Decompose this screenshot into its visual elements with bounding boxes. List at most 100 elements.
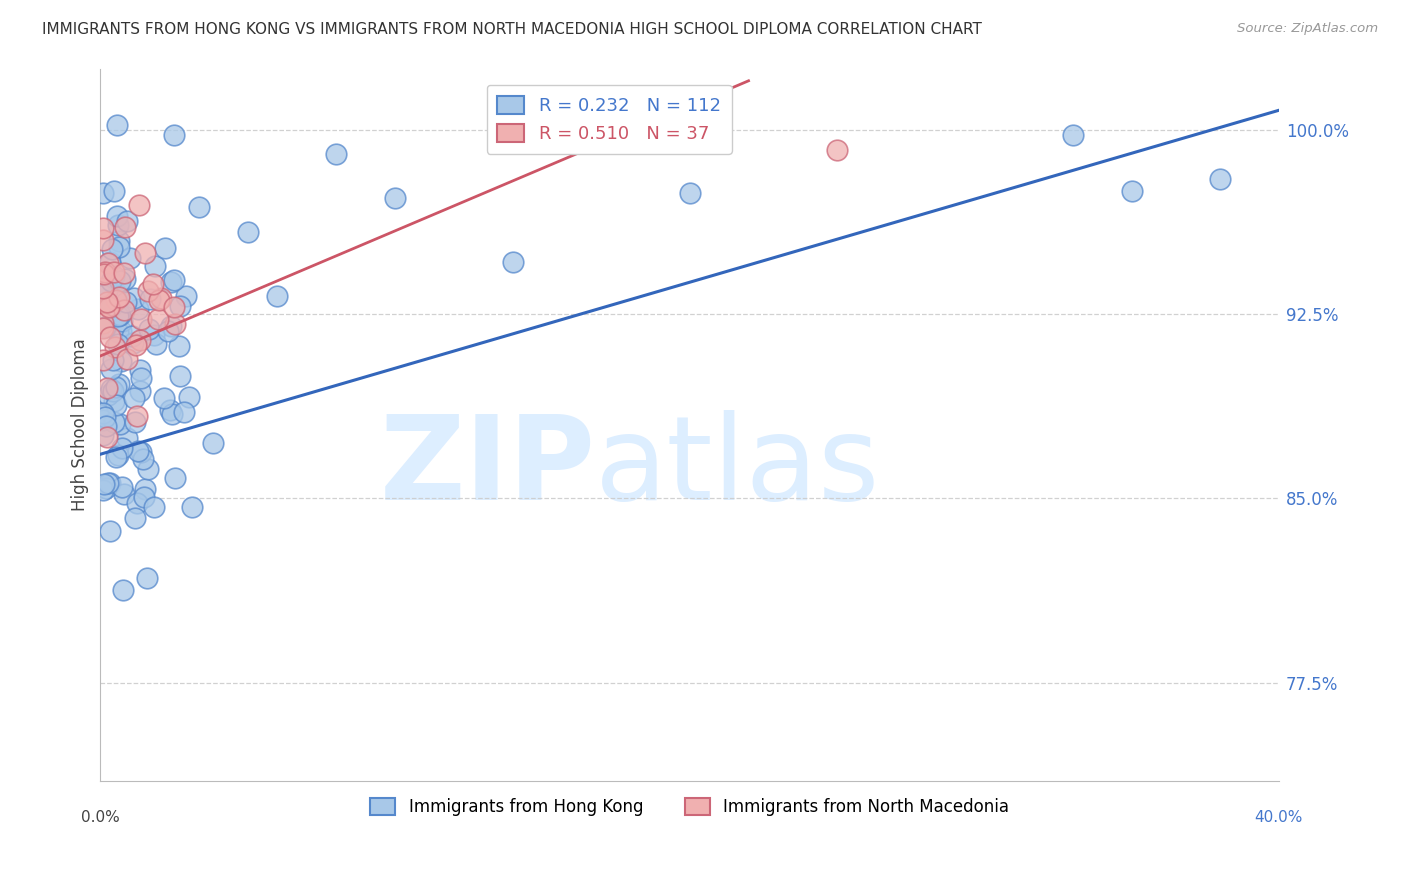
Point — [96, 295, 118, 310]
Point — [138, 322, 160, 336]
Point — [163, 128, 186, 143]
Point — [129, 334, 152, 348]
Point — [91, 280, 114, 294]
Point — [97, 388, 120, 402]
Point — [134, 245, 156, 260]
Point — [103, 264, 125, 278]
Point — [142, 500, 165, 514]
Legend: Immigrants from Hong Kong, Immigrants from North Macedonia: Immigrants from Hong Kong, Immigrants fr… — [364, 791, 1015, 822]
Point — [96, 481, 118, 495]
Point — [1062, 128, 1084, 142]
Point — [174, 289, 197, 303]
Point — [107, 289, 129, 303]
Point — [98, 476, 121, 491]
Point — [96, 318, 118, 333]
Text: 0.0%: 0.0% — [82, 810, 120, 824]
Point — [105, 380, 128, 394]
Point — [825, 143, 848, 157]
Point — [163, 273, 186, 287]
Point — [136, 285, 159, 299]
Point — [91, 186, 114, 200]
Point — [98, 255, 121, 269]
Point — [108, 274, 131, 288]
Point — [124, 511, 146, 525]
Point — [98, 330, 121, 344]
Point — [97, 300, 120, 314]
Point — [112, 302, 135, 317]
Point — [96, 283, 118, 297]
Point — [127, 301, 149, 316]
Point — [111, 480, 134, 494]
Point — [122, 335, 145, 350]
Point — [105, 286, 128, 301]
Point — [156, 324, 179, 338]
Point — [159, 402, 181, 417]
Point — [91, 406, 114, 420]
Text: IMMIGRANTS FROM HONG KONG VS IMMIGRANTS FROM NORTH MACEDONIA HIGH SCHOOL DIPLOMA: IMMIGRANTS FROM HONG KONG VS IMMIGRANTS … — [42, 22, 981, 37]
Point — [100, 274, 122, 288]
Point — [91, 413, 114, 427]
Point — [1121, 185, 1143, 199]
Point — [122, 291, 145, 305]
Point — [107, 325, 129, 339]
Point — [236, 225, 259, 239]
Point — [134, 490, 156, 504]
Point — [136, 462, 159, 476]
Point — [127, 409, 149, 423]
Point — [93, 410, 115, 425]
Point — [105, 209, 128, 223]
Point — [91, 316, 114, 330]
Point — [93, 477, 115, 491]
Point — [142, 277, 165, 291]
Point — [101, 242, 124, 256]
Point — [107, 448, 129, 462]
Point — [148, 293, 170, 308]
Point — [98, 524, 121, 539]
Point — [111, 441, 134, 455]
Point — [127, 444, 149, 458]
Point — [93, 233, 115, 247]
Point — [188, 200, 211, 214]
Point — [103, 269, 125, 284]
Text: ZIP: ZIP — [380, 410, 595, 525]
Point — [115, 352, 138, 367]
Point — [96, 430, 118, 444]
Point — [163, 300, 186, 314]
Point — [103, 415, 125, 429]
Point — [132, 452, 155, 467]
Text: Source: ZipAtlas.com: Source: ZipAtlas.com — [1237, 22, 1378, 36]
Point — [91, 221, 114, 235]
Point — [181, 500, 204, 515]
Point — [91, 353, 114, 368]
Point — [103, 184, 125, 198]
Point — [105, 450, 128, 464]
Point — [103, 394, 125, 409]
Point — [125, 337, 148, 351]
Point — [100, 362, 122, 376]
Point — [145, 337, 167, 351]
Point — [107, 240, 129, 254]
Point — [101, 352, 124, 367]
Point — [110, 325, 132, 339]
Point — [108, 306, 131, 320]
Point — [110, 354, 132, 368]
Point — [97, 476, 120, 491]
Point — [94, 265, 117, 279]
Point — [678, 186, 700, 200]
Point — [104, 340, 127, 354]
Point — [384, 191, 406, 205]
Point — [177, 390, 200, 404]
Point — [112, 582, 135, 597]
Point — [1209, 172, 1232, 186]
Point — [128, 198, 150, 212]
Point — [107, 336, 129, 351]
Point — [114, 219, 136, 234]
Point — [118, 252, 141, 266]
Point — [93, 267, 115, 281]
Point — [117, 431, 139, 445]
Point — [136, 571, 159, 585]
Point — [97, 299, 120, 313]
Point — [108, 376, 131, 391]
Point — [91, 483, 114, 497]
Point — [101, 384, 124, 398]
